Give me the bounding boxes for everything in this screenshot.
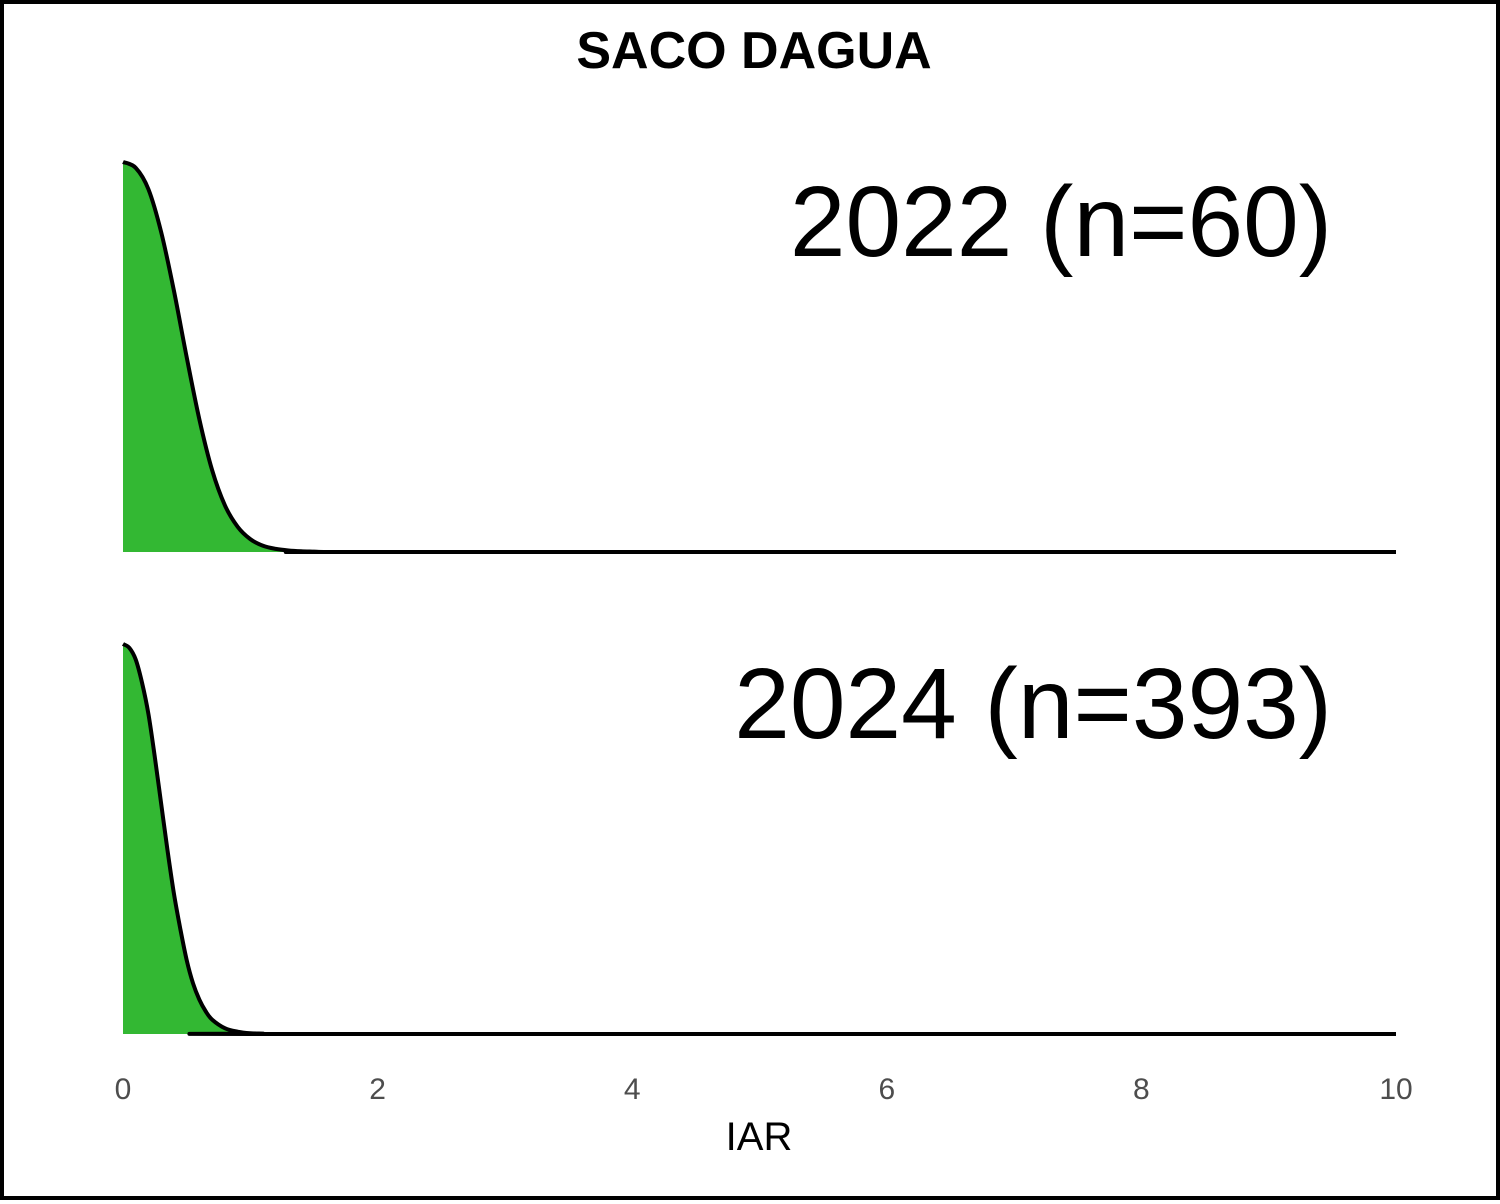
density-line-2022	[122, 160, 1396, 555]
panel-label-2022: 2022 (n=60)	[790, 166, 1332, 278]
ridgeline-density-chart: SACO DAGUA 2022 (n=60) 2024 (n=393) 0 2 …	[115, 22, 1413, 1159]
chart-title: SACO DAGUA	[576, 22, 931, 80]
x-axis-title: IAR	[726, 1115, 793, 1159]
x-axis: 0 2 4 6 8 10 IAR	[115, 1073, 1413, 1159]
density-line-2024	[121, 642, 1397, 1037]
panel-label-2024: 2024 (n=393)	[734, 648, 1332, 760]
x-tick-label: 2	[369, 1073, 386, 1106]
panel-2024: 2024 (n=393)	[121, 642, 1397, 1037]
panel-2022: 2022 (n=60)	[122, 160, 1396, 555]
x-tick-label: 10	[1379, 1073, 1412, 1106]
x-tick-label: 4	[624, 1073, 641, 1106]
x-tick-label: 0	[115, 1073, 132, 1106]
x-tick-label: 6	[878, 1073, 895, 1106]
x-tick-label: 8	[1133, 1073, 1150, 1106]
